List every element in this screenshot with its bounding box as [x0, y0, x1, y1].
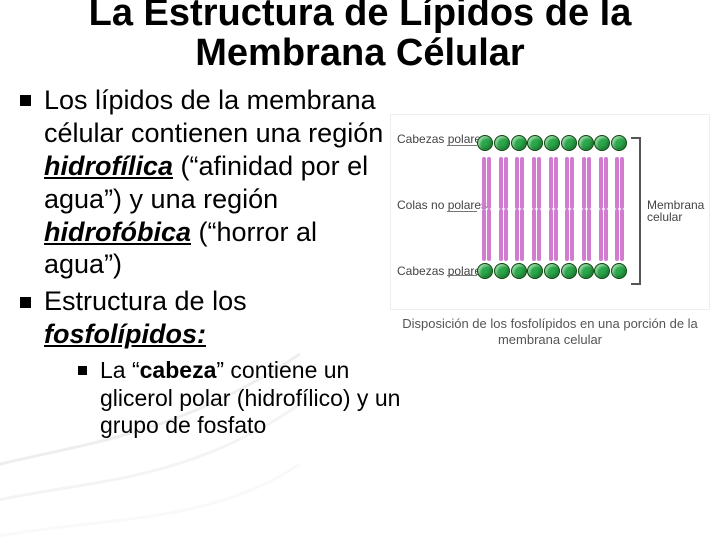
title-line1: La Estructura de Lípidos de la [89, 0, 632, 34]
keyword-fosfolipidos: fosfolípidos: [44, 319, 206, 349]
phospholipid-head [611, 263, 627, 279]
phospholipid-head [578, 135, 594, 151]
phospholipid-tail [604, 157, 608, 209]
phospholipid-head [594, 135, 610, 151]
phospholipid-tail [532, 157, 536, 209]
text: Estructura de los [44, 286, 247, 316]
phospholipid-tail [537, 209, 541, 261]
phospholipid-tail [582, 157, 586, 209]
sub-bullet-list: La “cabeza” contiene un glicerol polar (… [44, 357, 402, 440]
phospholipid-head [511, 263, 527, 279]
phospholipid-tail [554, 157, 558, 209]
phospholipid-head [477, 263, 493, 279]
phospholipid-tail [504, 157, 508, 209]
label-colas-no-polares: Colas no polares [397, 199, 487, 212]
phospholipid-tail [499, 209, 503, 261]
phospholipid-tail [615, 209, 619, 261]
phospholipid-tail [482, 209, 486, 261]
leader-line [447, 211, 477, 212]
phospholipid-tail [532, 209, 536, 261]
phospholipid-tail [499, 157, 503, 209]
phospholipid-head [544, 135, 560, 151]
bilayer-graphic [477, 135, 627, 285]
phospholipid-tail [487, 209, 491, 261]
phospholipid-head [527, 263, 543, 279]
bullet-item-1: Los lípidos de la membrana célular conti… [10, 84, 402, 282]
phospholipid-head [561, 263, 577, 279]
phospholipid-tail [482, 157, 486, 209]
phospholipid-tail [504, 209, 508, 261]
sub-bullet-item-1: La “cabeza” contiene un glicerol polar (… [74, 357, 402, 440]
phospholipid-head [477, 135, 493, 151]
phospholipid-head [544, 263, 560, 279]
phospholipid-head [611, 135, 627, 151]
phospholipid-head [561, 135, 577, 151]
phospholipid-tail [487, 157, 491, 209]
phospholipid-tail [554, 209, 558, 261]
keyword-hidrofilica: hidrofílica [44, 151, 173, 181]
phospholipid-tail [515, 157, 519, 209]
phospholipid-tail [587, 157, 591, 209]
phospholipid-tail [620, 209, 624, 261]
label-cabezas-polares-top: Cabezas polares [397, 133, 487, 146]
phospholipid-tail [587, 209, 591, 261]
keyword-hidrofobica: hidrofóbica [44, 217, 191, 247]
bullet-item-2: Estructura de los fosfolípidos: La “cabe… [10, 285, 402, 440]
title-line2: Membrana Célular [195, 32, 524, 74]
phospholipid-tail [520, 209, 524, 261]
phospholipid-tail [599, 157, 603, 209]
figure-container: Cabezas polares Colas no polares Cabezas… [402, 84, 710, 444]
phospholipid-tail [599, 209, 603, 261]
phospholipid-tail [604, 209, 608, 261]
label-membrana-celular: Membrana celular [647, 199, 707, 224]
phospholipid-head [494, 135, 510, 151]
text: La “ [100, 357, 140, 383]
phospholipid-tail [537, 157, 541, 209]
phospholipid-tail [565, 209, 569, 261]
bracket-membrane [631, 137, 641, 285]
phospholipid-tail [515, 209, 519, 261]
phospholipid-tail [549, 209, 553, 261]
keyword-cabeza: cabeza [140, 357, 217, 383]
phospholipid-tail [570, 157, 574, 209]
leader-line [447, 145, 477, 146]
phospholipid-head [511, 135, 527, 151]
membrane-figure: Cabezas polares Colas no polares Cabezas… [390, 114, 710, 349]
phospholipid-head [578, 263, 594, 279]
phospholipid-tail [570, 209, 574, 261]
phospholipid-tail [565, 157, 569, 209]
membrane-diagram: Cabezas polares Colas no polares Cabezas… [390, 114, 710, 310]
page-title: La Estructura de Lípidos de la Membrana … [0, 0, 720, 80]
phospholipid-head [527, 135, 543, 151]
phospholipid-head [594, 263, 610, 279]
text: Los lípidos de la membrana célular conti… [44, 85, 383, 148]
phospholipid-tail [615, 157, 619, 209]
bullet-list-container: Los lípidos de la membrana célular conti… [10, 84, 402, 444]
content-area: Los lípidos de la membrana célular conti… [0, 80, 720, 444]
phospholipid-head [494, 263, 510, 279]
phospholipid-tail [582, 209, 586, 261]
phospholipid-tail [549, 157, 553, 209]
leader-line [447, 275, 477, 276]
phospholipid-tail [620, 157, 624, 209]
bullet-list: Los lípidos de la membrana célular conti… [10, 84, 402, 440]
figure-caption: Disposición de los fosfolípidos en una p… [390, 310, 710, 349]
phospholipid-tail [520, 157, 524, 209]
